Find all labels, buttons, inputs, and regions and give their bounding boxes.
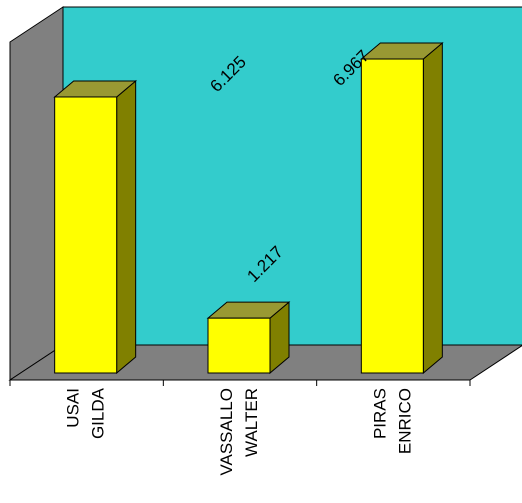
x-tick-label: VASSALLO [217, 388, 236, 476]
x-tick-label: WALTER [242, 388, 261, 457]
x-tick-label: PIRAS [370, 388, 389, 439]
x-tick-label: USAI [64, 388, 83, 428]
bar-1 [206, 301, 291, 375]
bar-0 [53, 79, 138, 375]
bar-side [116, 79, 137, 375]
bar-front [360, 58, 424, 374]
bar-side [422, 41, 443, 375]
x-tick-label: GILDA [89, 387, 108, 439]
bar-front [207, 317, 271, 374]
bar-front [54, 96, 118, 374]
bar-2 [359, 41, 444, 375]
x-tick-label: ENRICO [395, 388, 414, 454]
